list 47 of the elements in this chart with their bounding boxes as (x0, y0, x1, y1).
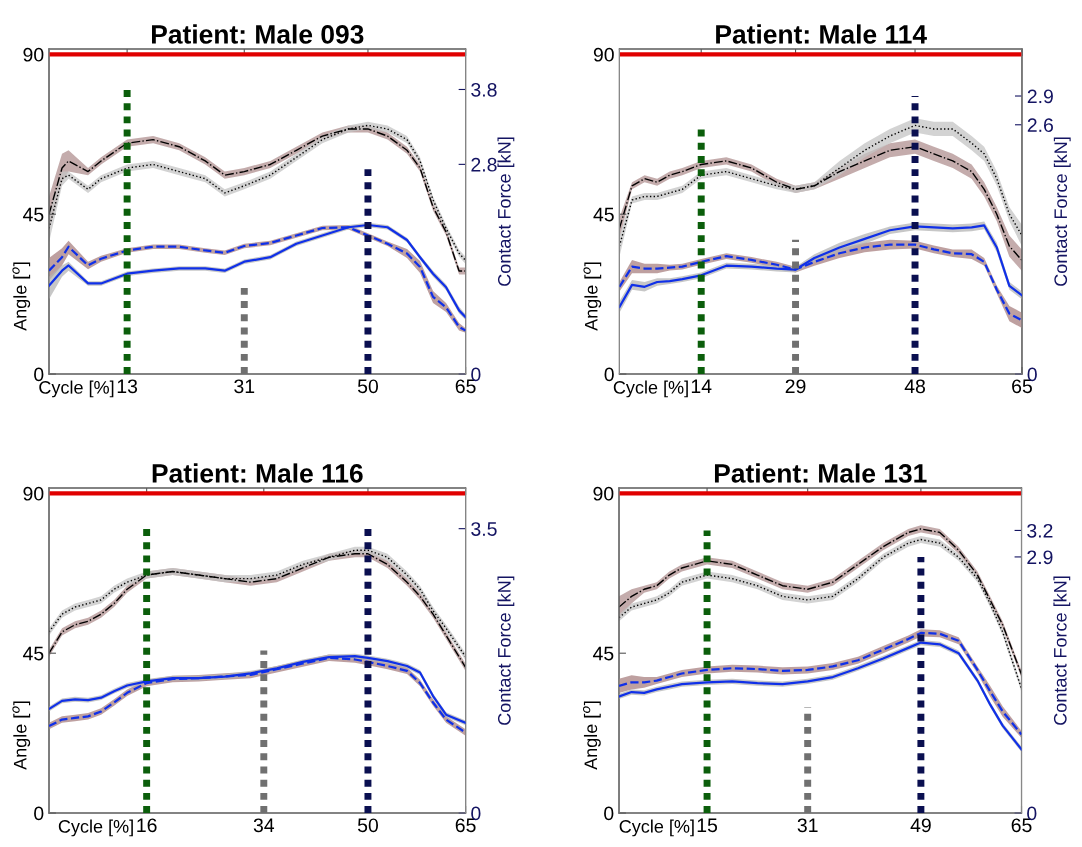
y-tick-label: 0 (604, 367, 614, 382)
y-tick-label: 45 (593, 207, 614, 222)
chart-title: Patient: Male 131 (714, 463, 927, 483)
x-tick-label: 34 (253, 818, 275, 833)
x-tick-label: 29 (785, 379, 806, 394)
x-tick-label: 49 (910, 818, 931, 833)
x-tick-label: 16 (137, 818, 157, 833)
y-tick-label: 90 (593, 486, 614, 501)
y2-tick-label: 2.9 (1027, 550, 1053, 565)
y2-tick-label: 2.6 (1027, 118, 1053, 133)
x-tick-label: 50 (357, 818, 379, 833)
y-axis-title: Angle [$^{o}$] (583, 262, 602, 331)
y-axis-title: Angle [$^{o}$] (12, 701, 31, 770)
x-tick-label: 50 (357, 379, 379, 394)
x-tick-label: 48 (904, 379, 925, 394)
x-axis-title: Cycle [%] (58, 819, 133, 837)
y2-tick-label: 3.8 (471, 82, 497, 97)
chart-title: Patient: Male 093 (152, 24, 364, 44)
x-axis-title: Cycle [%] (613, 380, 688, 398)
y-tick-label: 45 (22, 646, 44, 661)
chart-title: Patient: Male 116 (152, 463, 363, 483)
x-axis-title: Cycle [%] (39, 380, 114, 398)
y-tick-label: 0 (34, 367, 44, 382)
y2-tick-label: 3.2 (1027, 523, 1053, 538)
y2-tick-label: 3.5 (471, 522, 497, 536)
x-axis-title: Cycle [%] (619, 819, 694, 837)
x-tick-label: 15 (697, 818, 718, 833)
y2-axis-title: Contact Force [kN] (1053, 576, 1071, 725)
y-axis-title: Angle [$^{o}$] (583, 701, 601, 770)
y-tick-label: 90 (23, 486, 44, 501)
y-tick-label: 90 (593, 47, 614, 62)
y2-tick-label: 2.9 (1027, 89, 1053, 104)
y-tick-label: 90 (23, 47, 44, 62)
y-tick-label: 0 (34, 806, 44, 821)
y2-axis-title: Contact Force [kN] (1053, 137, 1071, 286)
y2-axis-title: Contact Force [kN] (497, 576, 515, 725)
x-tick-label: 31 (797, 818, 818, 833)
y-tick-label: 0 (604, 806, 614, 821)
chart-title: Patient: Male 114 (716, 24, 927, 44)
y-tick-label: 45 (22, 207, 44, 222)
y-tick-label: 45 (592, 646, 614, 661)
x-tick-label: 31 (234, 379, 255, 394)
y-axis-title: Angle [$^{o}$] (12, 262, 31, 331)
x-tick-label: 14 (691, 379, 712, 393)
y2-tick-label: 2.8 (471, 157, 497, 172)
y2-axis-title: Contact Force [kN] (497, 137, 515, 286)
x-tick-label: 13 (117, 379, 138, 394)
